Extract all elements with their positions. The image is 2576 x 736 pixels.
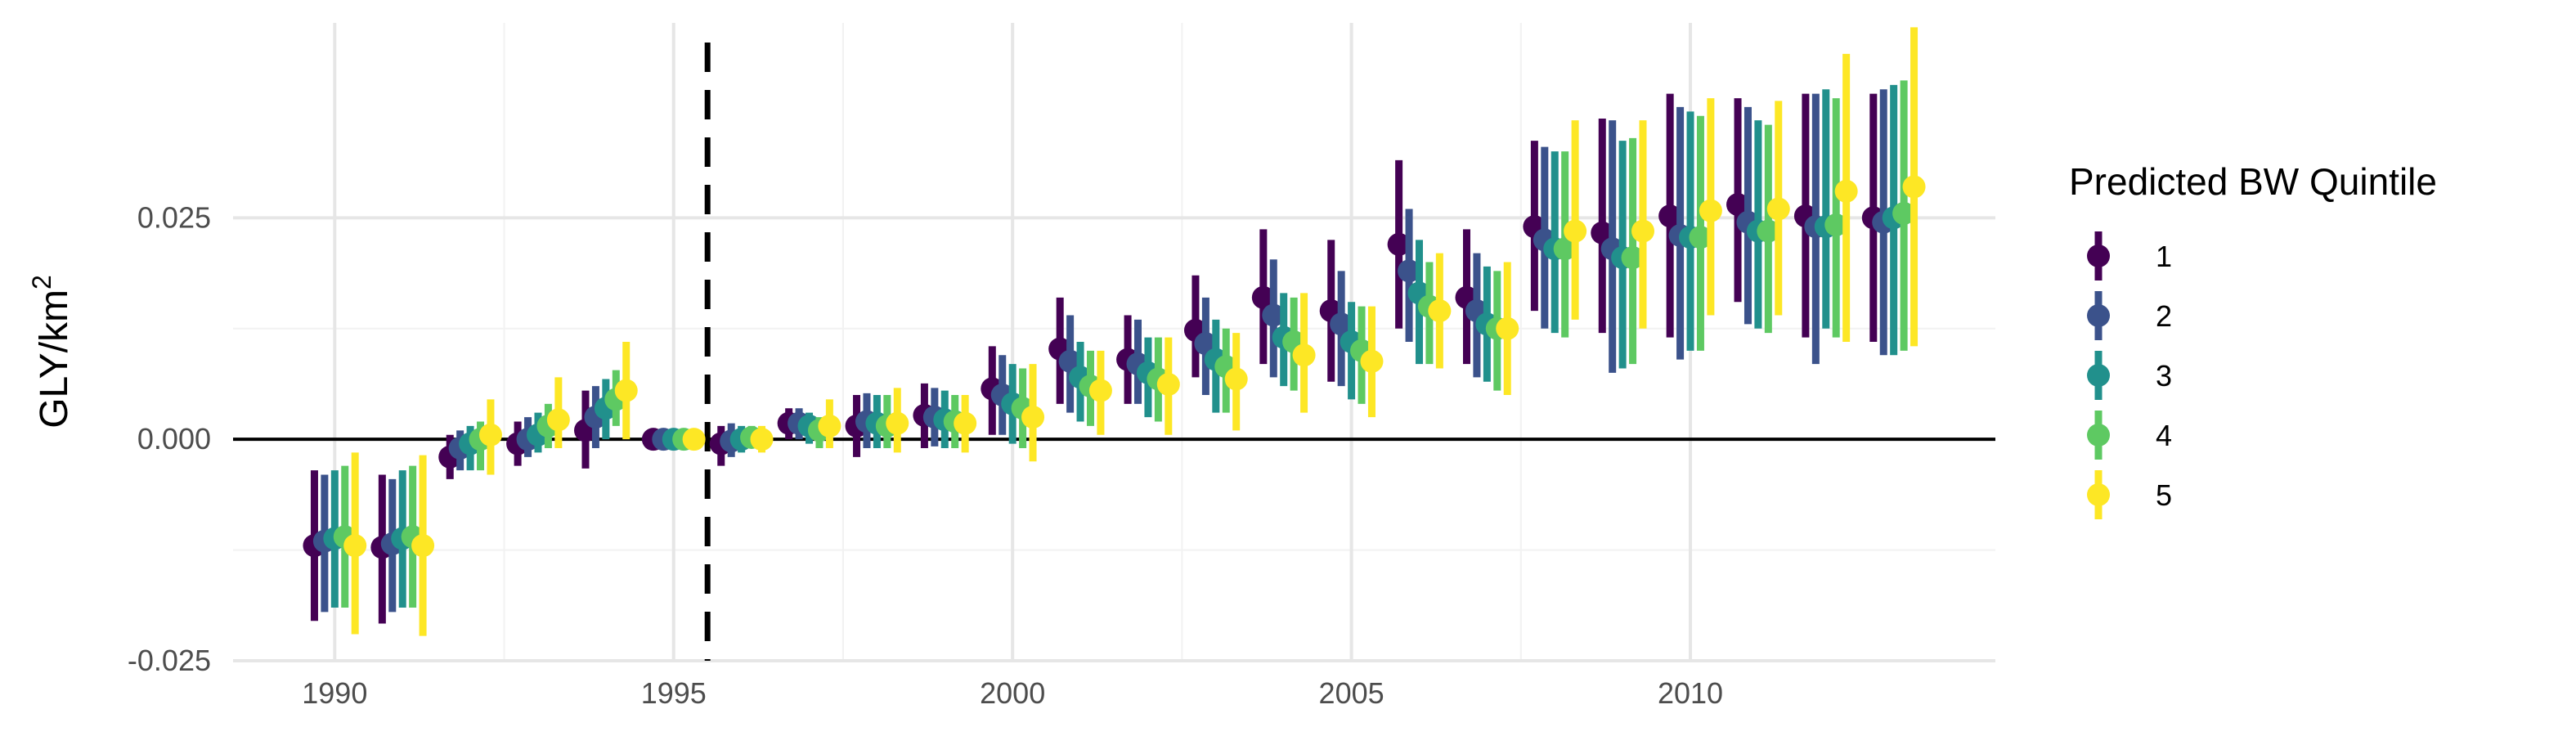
- data-point: [1689, 226, 1712, 249]
- x-tick-label: 2010: [1658, 676, 1723, 710]
- x-tick-label: 2000: [980, 676, 1045, 710]
- data-point: [1360, 349, 1384, 373]
- series-5: [343, 27, 1926, 636]
- data-point: [1726, 193, 1750, 217]
- legend: Predicted BW Quintile 1 2 3 4 5: [2069, 160, 2437, 519]
- x-tick-label: 1990: [302, 676, 367, 710]
- data-point: [1902, 175, 1926, 199]
- legend-key-point: [2087, 304, 2110, 327]
- reference-lines: [233, 43, 1995, 661]
- data-point: [1021, 406, 1045, 429]
- y-axis: -0.025 0.000 0.025: [128, 200, 211, 677]
- data-point: [682, 428, 706, 451]
- data-point: [1387, 232, 1411, 256]
- legend-label: 2: [2156, 299, 2172, 333]
- x-tick-label: 1995: [641, 676, 707, 710]
- data-point: [886, 411, 909, 435]
- legend-key-point: [2087, 245, 2110, 267]
- legend-key-point: [2087, 364, 2110, 387]
- data-point: [343, 534, 367, 558]
- data-point: [1496, 316, 1519, 340]
- data-point: [1757, 219, 1780, 243]
- data-point: [546, 408, 570, 432]
- grid: [233, 23, 1995, 662]
- data-point: [478, 423, 502, 447]
- legend-label: 5: [2156, 478, 2172, 512]
- data-point: [1834, 179, 1858, 203]
- y-axis-title: GLY/km2: [27, 275, 76, 429]
- plot-area: [303, 27, 1926, 636]
- data-point: [411, 534, 435, 558]
- data-point: [614, 379, 638, 402]
- y-tick-label: 0.000: [137, 422, 211, 456]
- legend-key-point: [2087, 483, 2110, 506]
- data-point: [750, 428, 774, 451]
- legend-item-5: 5: [2087, 470, 2172, 519]
- data-point: [1251, 285, 1275, 309]
- data-point: [1398, 259, 1421, 283]
- data-point: [1088, 379, 1112, 402]
- legend-item-1: 1: [2087, 231, 2172, 280]
- y-axis-title-superscript: 2: [27, 275, 56, 289]
- legend-key-point: [2087, 424, 2110, 447]
- legend-title: Predicted BW Quintile: [2069, 160, 2437, 203]
- data-point: [1428, 299, 1452, 323]
- data-point: [954, 411, 977, 435]
- legend-label: 1: [2156, 240, 2172, 273]
- data-point: [1699, 199, 1722, 222]
- x-tick-label: 2005: [1319, 676, 1384, 710]
- data-point: [1631, 219, 1654, 243]
- data-point: [1564, 219, 1587, 243]
- data-point: [1824, 213, 1848, 236]
- data-point: [1330, 312, 1353, 336]
- data-point: [1224, 367, 1248, 391]
- legend-label: 4: [2156, 419, 2172, 452]
- data-point: [1658, 204, 1682, 228]
- legend-label: 3: [2156, 359, 2172, 393]
- legend-item-3: 3: [2087, 351, 2172, 400]
- legend-item-4: 4: [2087, 411, 2172, 460]
- series-4: [333, 80, 1916, 608]
- data-point: [1892, 201, 1916, 225]
- y-tick-label: -0.025: [128, 644, 211, 677]
- data-point: [818, 414, 841, 438]
- x-axis: 1990 1995 2000 2005 2010: [302, 676, 1723, 710]
- data-point: [1553, 237, 1577, 261]
- legend-item-2: 2: [2087, 291, 2172, 340]
- data-point: [1262, 303, 1286, 327]
- y-axis-title-text: GLY/km: [33, 289, 76, 429]
- data-point: [1766, 197, 1790, 221]
- y-tick-label: 0.025: [137, 200, 211, 234]
- data-point: [1292, 343, 1316, 367]
- data-point: [1156, 373, 1180, 396]
- data-point: [1621, 246, 1645, 270]
